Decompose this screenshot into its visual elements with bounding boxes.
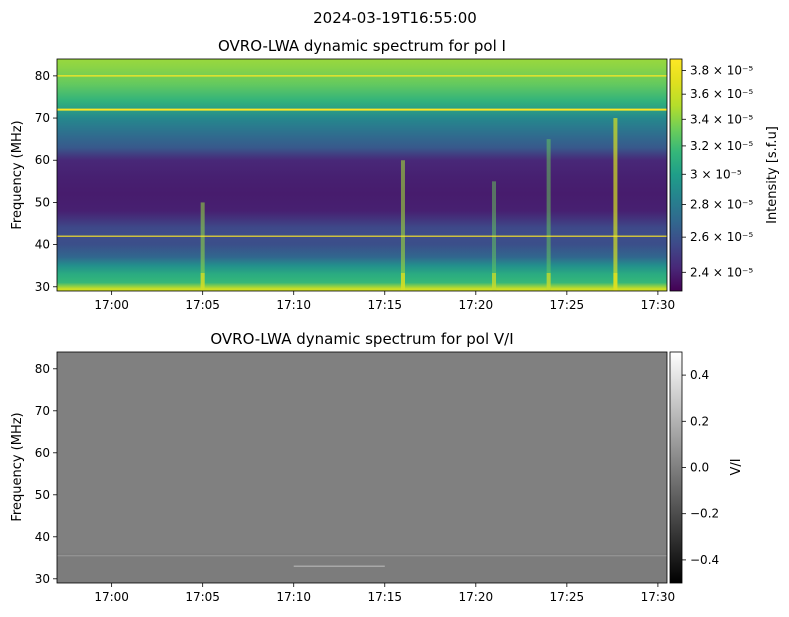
- x-tick-label: 17:10: [276, 298, 311, 312]
- chart-title-pol-vi: OVRO-LWA dynamic spectrum for pol V/I: [210, 330, 513, 348]
- radio-burst: [613, 118, 618, 291]
- x-tick-label: 17:20: [459, 590, 494, 604]
- y-axis-ticks-pol-vi: 30 40 50 60 70 80: [35, 362, 57, 586]
- colorbar-tick-label: 2.4 × 10⁻⁵: [690, 265, 753, 279]
- spectrogram-background-pol-i: [57, 59, 667, 291]
- radio-burst-base: [200, 273, 205, 291]
- chart-title-pol-i: OVRO-LWA dynamic spectrum for pol I: [218, 37, 506, 55]
- y-tick-label: 30: [35, 572, 50, 586]
- radio-burst-base: [613, 273, 618, 291]
- y-tick-label: 50: [35, 488, 50, 502]
- x-tick-label: 17:10: [276, 590, 311, 604]
- y-tick-label: 60: [35, 153, 50, 167]
- radio-burst-base: [400, 273, 405, 291]
- x-tick-label: 17:05: [185, 590, 220, 604]
- colorbar-tick-label: 3.2 × 10⁻⁵: [690, 139, 753, 153]
- plot-frame-pol-vi: [56, 351, 668, 584]
- colorbar-ticks-vi: −0.4 −0.2 0.0 0.2 0.4: [682, 368, 719, 567]
- noise-band: [57, 553, 667, 583]
- plot-frame-pol-i: [56, 58, 668, 292]
- radio-burst: [400, 160, 405, 291]
- x-tick-label: 17:30: [641, 298, 676, 312]
- radio-burst: [546, 139, 551, 291]
- y-tick-label: 70: [35, 111, 50, 125]
- colorbar-gray: [669, 351, 683, 584]
- colorbar-tick-label: 0.0: [690, 461, 709, 475]
- colorbar-viridis: [669, 58, 683, 292]
- colorbar-tick-label: 0.2: [690, 414, 709, 428]
- x-axis-ticks-pol-i: 17:00 17:05 17:10 17:15 17:20 17:25 17:30: [94, 291, 675, 312]
- rfi-layer-pol-i: [57, 75, 667, 237]
- colorbar-tick-label: −0.2: [690, 507, 719, 521]
- spectrogram-pol-vi: [57, 352, 667, 583]
- x-tick-label: 17:15: [367, 590, 402, 604]
- y-tick-label: 80: [35, 69, 50, 83]
- y-axis-ticks-pol-i: 30 40 50 60 70 80: [35, 69, 57, 294]
- spectrogram-pol-i: [57, 59, 667, 291]
- y-axis-label-pol-i: Frequency (MHz): [10, 120, 25, 229]
- x-tick-label: 17:05: [185, 298, 220, 312]
- x-tick-label: 17:25: [550, 590, 585, 604]
- colorbar-tick-label: 3.6 × 10⁻⁵: [690, 87, 753, 101]
- x-tick-label: 17:00: [94, 298, 129, 312]
- panel-pol-i: OVRO-LWA dynamic spectrum for pol I Freq…: [10, 37, 780, 312]
- y-axis-label-pol-vi: Frequency (MHz): [10, 412, 25, 521]
- colorbar-label-intensity: Intensity [s.f.u]: [765, 126, 780, 224]
- y-tick-label: 60: [35, 446, 50, 460]
- colorbar-tick-label: 2.8 × 10⁻⁵: [690, 198, 753, 212]
- colorbar-tick-label: 3.4 × 10⁻⁵: [690, 112, 753, 126]
- x-tick-label: 17:20: [459, 298, 494, 312]
- colorbar-tick-label: 2.6 × 10⁻⁵: [690, 230, 753, 244]
- x-tick-label: 17:00: [94, 590, 129, 604]
- figure-suptitle: 2024-03-19T16:55:00: [313, 9, 477, 27]
- radio-burst: [200, 202, 205, 291]
- colorbar-tick-label: 0.4: [690, 368, 709, 382]
- x-tick-label: 17:25: [550, 298, 585, 312]
- radio-burst-base: [492, 273, 497, 291]
- x-tick-label: 17:30: [641, 590, 676, 604]
- colorbar-tick-label: 3.8 × 10⁻⁵: [690, 63, 753, 77]
- radio-burst-base: [546, 273, 551, 291]
- x-tick-label: 17:15: [367, 298, 402, 312]
- colorbar-tick-label: −0.4: [690, 553, 719, 567]
- y-tick-label: 40: [35, 238, 50, 252]
- y-tick-label: 50: [35, 195, 50, 209]
- y-tick-label: 80: [35, 362, 50, 376]
- noise-layer-pol-vi: [57, 553, 667, 583]
- panel-pol-vi: OVRO-LWA dynamic spectrum for pol V/I Fr…: [10, 330, 744, 604]
- y-tick-label: 40: [35, 530, 50, 544]
- y-tick-label: 30: [35, 280, 50, 294]
- colorbar-tick-label: 3 × 10⁻⁵: [690, 167, 742, 181]
- y-tick-label: 70: [35, 404, 50, 418]
- colorbar-ticks-intensity: 2.4 × 10⁻⁵ 2.6 × 10⁻⁵ 2.8 × 10⁻⁵ 3 × 10⁻⁵ 3.…: [682, 63, 753, 279]
- spectrogram-background-pol-vi: [57, 352, 667, 583]
- colorbar-label-vi: V/I: [729, 458, 744, 475]
- x-axis-ticks-pol-vi: 17:00 17:05 17:10 17:15 17:20 17:25 17:30: [94, 583, 675, 604]
